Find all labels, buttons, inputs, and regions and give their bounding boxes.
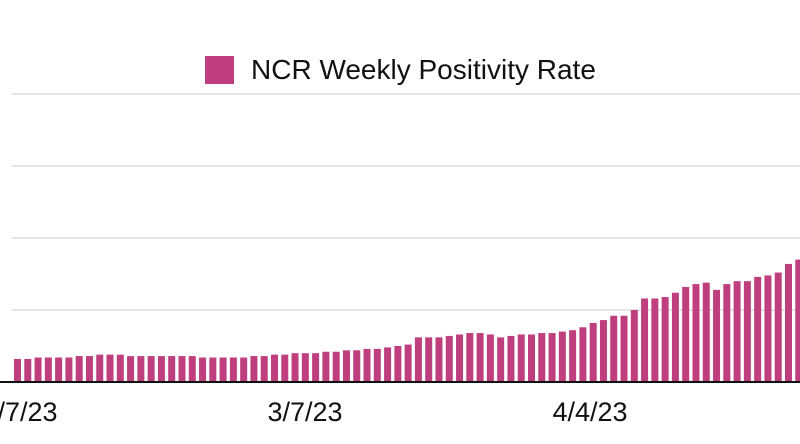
bar	[599, 320, 607, 382]
bar	[579, 327, 587, 382]
bar	[178, 356, 186, 382]
bar	[651, 298, 659, 382]
bar	[301, 353, 309, 382]
bar	[764, 275, 772, 382]
bar	[517, 334, 525, 382]
bar	[168, 356, 176, 382]
bar	[384, 347, 392, 382]
bar	[754, 276, 762, 382]
bar	[240, 357, 248, 382]
bar	[127, 356, 135, 382]
bar	[682, 286, 690, 382]
bar	[661, 297, 669, 382]
bar	[723, 284, 731, 382]
bar	[96, 354, 104, 382]
bar	[373, 348, 381, 382]
bar	[14, 358, 21, 382]
bar	[445, 335, 453, 382]
bar	[486, 334, 494, 382]
bar	[157, 356, 165, 382]
bar	[250, 356, 258, 382]
bar	[116, 354, 124, 382]
bar	[404, 344, 412, 382]
bar	[558, 331, 566, 382]
bar	[106, 354, 114, 382]
bar	[425, 337, 433, 382]
bar	[476, 333, 484, 382]
bar	[743, 281, 751, 382]
bar	[271, 354, 278, 382]
bar	[147, 356, 155, 382]
bar	[456, 334, 464, 382]
gridlines	[12, 93, 800, 311]
bar	[75, 356, 83, 382]
bar	[24, 358, 32, 382]
bar	[312, 353, 320, 382]
bar	[322, 351, 330, 382]
bar	[353, 350, 361, 382]
bar	[507, 335, 515, 382]
x-tick-label: 2/7/23	[0, 397, 58, 427]
bar	[281, 354, 289, 382]
bar	[34, 357, 42, 382]
legend: NCR Weekly Positivity Rate	[205, 54, 596, 85]
bar	[219, 357, 227, 382]
x-tick-labels: 2/7/23 3/7/23 4/4/23	[0, 397, 628, 427]
bar	[55, 357, 63, 382]
bar	[199, 357, 207, 382]
bar	[795, 259, 800, 382]
bar	[209, 357, 217, 382]
bar	[137, 356, 145, 382]
bar	[342, 350, 350, 382]
bar	[733, 281, 741, 382]
bar	[569, 330, 577, 382]
bar	[713, 289, 721, 382]
bar	[538, 333, 546, 382]
bar	[466, 333, 474, 382]
bar	[630, 310, 638, 382]
bar	[589, 322, 597, 382]
x-tick-label: 3/7/23	[267, 397, 342, 427]
bar	[229, 357, 237, 382]
bar	[785, 263, 792, 382]
bar	[641, 298, 649, 382]
bar	[620, 315, 628, 382]
bar	[44, 357, 52, 382]
bar	[435, 337, 443, 382]
bar	[65, 357, 73, 382]
bar	[610, 315, 618, 382]
bar	[85, 356, 93, 382]
bar	[692, 284, 700, 382]
bar-series	[14, 259, 800, 382]
legend-swatch	[205, 56, 234, 84]
bar	[702, 282, 710, 382]
bar	[528, 334, 535, 382]
bar	[671, 292, 679, 382]
x-tick-label: 4/4/23	[552, 397, 627, 427]
bar	[548, 333, 556, 382]
bar	[394, 346, 402, 382]
bar	[188, 356, 196, 382]
bar	[260, 356, 268, 382]
bar	[497, 337, 505, 382]
bar	[332, 351, 340, 382]
bar	[774, 272, 782, 382]
legend-label: NCR Weekly Positivity Rate	[251, 54, 596, 85]
bar	[363, 348, 371, 382]
bar	[414, 337, 422, 382]
bar	[291, 353, 299, 382]
